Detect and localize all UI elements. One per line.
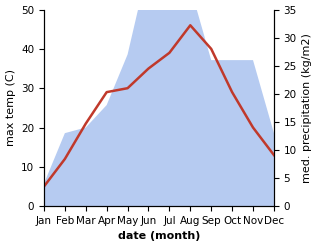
- Y-axis label: med. precipitation (kg/m2): med. precipitation (kg/m2): [302, 33, 313, 183]
- X-axis label: date (month): date (month): [118, 231, 200, 242]
- Y-axis label: max temp (C): max temp (C): [5, 69, 16, 146]
